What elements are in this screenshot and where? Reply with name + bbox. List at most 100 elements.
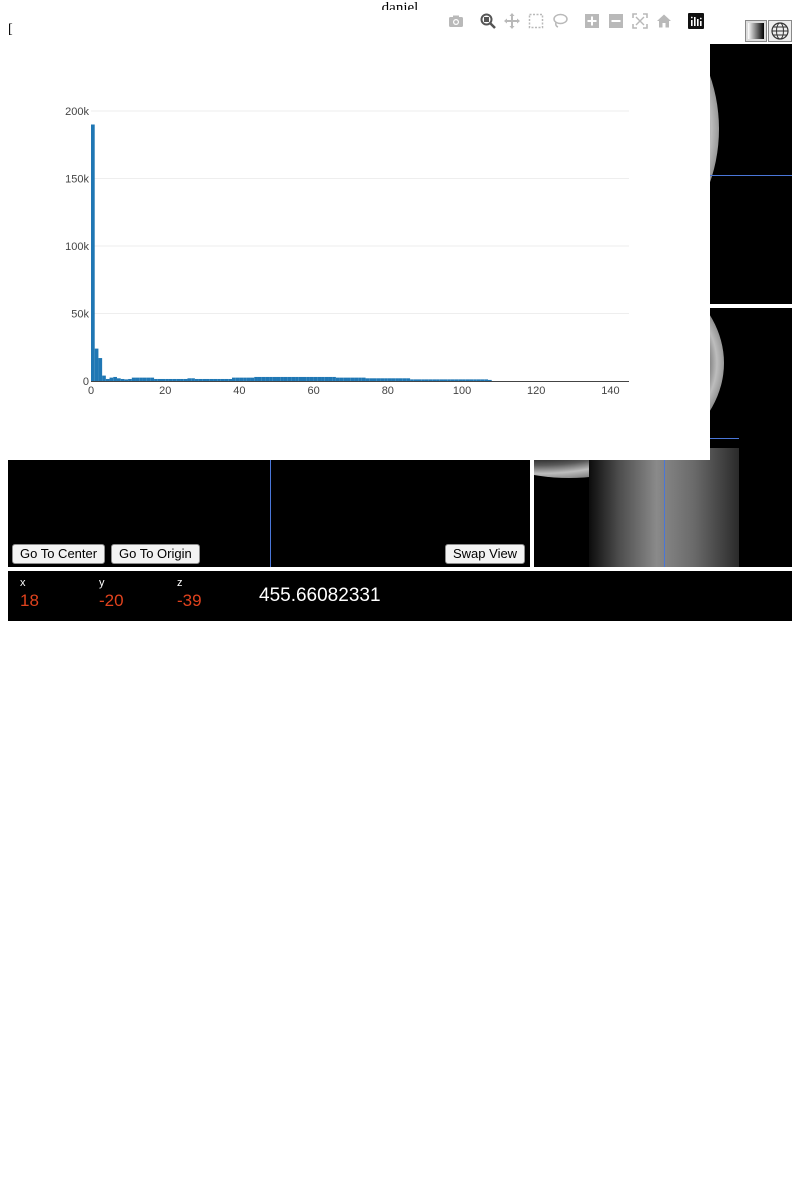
histogram-bar[interactable] <box>191 378 195 381</box>
swap-view-button[interactable]: Swap View <box>445 544 526 564</box>
histogram-bar[interactable] <box>421 379 425 381</box>
histogram-bar[interactable] <box>154 378 158 381</box>
histogram-bar[interactable] <box>220 378 225 381</box>
histogram-bar[interactable] <box>436 379 440 381</box>
histogram-bar[interactable] <box>376 378 381 381</box>
histogram-bar[interactable] <box>309 376 314 381</box>
histogram-bar[interactable] <box>254 376 258 381</box>
histogram-bar[interactable] <box>272 376 277 381</box>
histogram-bar[interactable] <box>194 378 199 381</box>
pan-icon[interactable] <box>502 10 522 32</box>
histogram-bar[interactable] <box>243 377 247 381</box>
histogram-bar[interactable] <box>295 376 299 381</box>
histogram-bar[interactable] <box>413 379 418 381</box>
histogram-bar[interactable] <box>187 378 192 381</box>
viewer-panel-bottom-left[interactable]: Go To Center Go To Origin Swap View <box>8 460 530 567</box>
histogram-bar[interactable] <box>339 377 344 381</box>
histogram-bar[interactable] <box>135 377 140 381</box>
go-to-center-button[interactable]: Go To Center <box>12 544 106 564</box>
histogram-bar[interactable] <box>391 378 396 381</box>
histogram-bar[interactable] <box>424 379 429 381</box>
histogram-bar[interactable] <box>224 378 229 381</box>
histogram-bar[interactable] <box>139 377 143 381</box>
histogram-bar[interactable] <box>291 376 296 381</box>
autoscale-icon[interactable] <box>630 10 650 32</box>
histogram-bar[interactable] <box>168 378 173 381</box>
histogram-bar[interactable] <box>261 376 266 381</box>
histogram-bar[interactable] <box>343 377 348 381</box>
histogram-bar[interactable] <box>384 378 388 381</box>
histogram-bar[interactable] <box>324 376 329 381</box>
histogram-bar[interactable] <box>439 379 444 381</box>
histogram-bar[interactable] <box>146 377 151 381</box>
histogram-bar[interactable] <box>206 378 210 381</box>
zoom-icon[interactable] <box>478 10 498 32</box>
histogram-bar[interactable] <box>302 376 307 381</box>
histogram-bar[interactable] <box>473 379 477 381</box>
histogram-bar[interactable] <box>484 379 489 381</box>
histogram-bar[interactable] <box>217 378 221 381</box>
histogram-bar[interactable] <box>102 375 106 381</box>
histogram-bar[interactable] <box>228 378 232 381</box>
histogram-bar[interactable] <box>183 378 188 381</box>
histogram-bar[interactable] <box>369 378 373 381</box>
zoom-in-icon[interactable] <box>582 10 602 32</box>
lasso-select-icon[interactable] <box>550 10 570 32</box>
histogram-bar[interactable] <box>105 378 110 381</box>
contrast-icon[interactable] <box>745 20 767 42</box>
plotly-logo-icon[interactable] <box>686 10 706 32</box>
histogram-bar[interactable] <box>116 378 121 381</box>
histogram-bar[interactable] <box>91 124 95 382</box>
histogram-bar[interactable] <box>287 376 292 381</box>
camera-icon[interactable] <box>446 10 466 32</box>
histogram-bar[interactable] <box>361 377 366 381</box>
histogram-bar[interactable] <box>280 376 284 381</box>
histogram-chart[interactable]: 0 20 40 60 80 100 120 140 0 50k 100k 150k 200k <box>10 38 710 460</box>
histogram-bar[interactable] <box>450 379 455 381</box>
histogram-bar[interactable] <box>131 377 136 381</box>
histogram-bar[interactable] <box>428 379 433 381</box>
histogram-bar[interactable] <box>350 377 355 381</box>
histogram-bar[interactable] <box>447 379 451 381</box>
histogram-bar[interactable] <box>257 376 262 381</box>
histogram-bar[interactable] <box>432 379 437 381</box>
histogram-bar[interactable] <box>313 376 318 381</box>
histogram-bar[interactable] <box>209 378 214 381</box>
histogram-bar[interactable] <box>98 358 103 381</box>
histogram-bar[interactable] <box>469 379 474 381</box>
histogram-bar[interactable] <box>306 376 310 381</box>
histogram-bar[interactable] <box>239 377 244 381</box>
histogram-bar[interactable] <box>454 379 459 381</box>
histogram-bar[interactable] <box>150 377 155 381</box>
histogram-bar[interactable] <box>328 376 333 381</box>
histogram-bar[interactable] <box>235 377 240 381</box>
histogram-bar[interactable] <box>317 376 322 381</box>
histogram-bar[interactable] <box>176 378 181 381</box>
histogram-bar[interactable] <box>476 379 481 381</box>
histogram-bar[interactable] <box>113 376 117 381</box>
histogram-bar[interactable] <box>410 379 414 381</box>
histogram-bar[interactable] <box>165 378 169 381</box>
histogram-bar[interactable] <box>365 378 370 381</box>
histogram-bar[interactable] <box>395 378 399 381</box>
histogram-bar[interactable] <box>283 376 288 381</box>
box-select-icon[interactable] <box>526 10 546 32</box>
histogram-bar[interactable] <box>94 348 99 381</box>
histogram-bar[interactable] <box>161 378 166 381</box>
histogram-bar[interactable] <box>458 379 463 381</box>
histogram-bar[interactable] <box>231 377 236 381</box>
histogram-bar[interactable] <box>372 378 377 381</box>
histogram-bar[interactable] <box>488 379 492 381</box>
histogram-bar[interactable] <box>354 377 359 381</box>
zoom-out-icon[interactable] <box>606 10 626 32</box>
reset-axes-icon[interactable] <box>654 10 674 32</box>
histogram-bar[interactable] <box>335 377 340 381</box>
globe-icon[interactable] <box>768 20 792 42</box>
histogram-bar[interactable] <box>202 378 207 381</box>
histogram-bar[interactable] <box>380 378 385 381</box>
histogram-bar[interactable] <box>198 378 203 381</box>
histogram-bar[interactable] <box>157 378 162 381</box>
go-to-origin-button[interactable]: Go To Origin <box>111 544 200 564</box>
histogram-bar[interactable] <box>213 378 218 381</box>
histogram-bar[interactable] <box>109 377 114 381</box>
